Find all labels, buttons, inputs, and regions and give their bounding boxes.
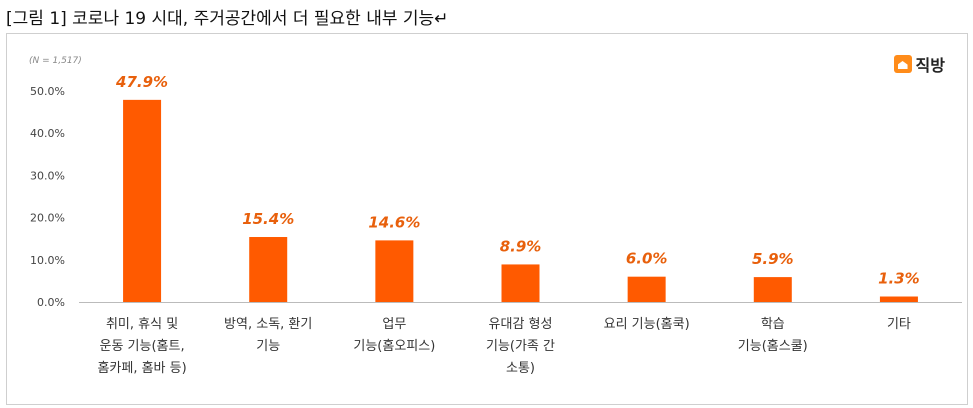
data-label: 15.4% — [242, 210, 294, 228]
category-label: 방역, 소독, 환기 기능 — [224, 317, 313, 354]
data-label: 6.0% — [626, 250, 668, 268]
y-tick-label: 0.0% — [37, 296, 65, 309]
y-tick-label: 10.0% — [30, 254, 65, 267]
y-tick-label: 40.0% — [30, 127, 65, 140]
house-icon — [893, 55, 912, 73]
bar — [753, 277, 792, 302]
bar-chart: 0.0% 10.0% 20.0% 30.0% 40.0% 50.0% 47.9% 15.4% 1… — [30, 73, 962, 309]
category-label: 유대감 형성 기능(가족 간 소통) — [485, 317, 555, 376]
data-label: 47.9% — [115, 73, 168, 91]
data-label: 1.3% — [878, 270, 920, 288]
category-label: 요리 기능(홈쿡) — [603, 317, 690, 332]
category-label: 기타 — [886, 317, 911, 332]
chart-frame: (N = 1,517) 직방 0.0% 10.0% 20.0% 30.0% 40.0% 5… — [6, 33, 968, 405]
data-label: 8.9% — [500, 237, 542, 255]
bar — [501, 264, 540, 302]
bar — [879, 296, 918, 302]
bar — [375, 240, 414, 302]
y-tick-label: 30.0% — [30, 169, 65, 182]
bar — [249, 237, 288, 302]
data-label: 5.9% — [752, 250, 794, 268]
bar — [123, 99, 162, 302]
y-tick-label: 50.0% — [30, 85, 65, 98]
category-label: 취미, 휴식 및 운동 기능(홈트, 홈카페, 홈바 등) — [97, 317, 187, 376]
figure-title: [그림 1] 코로나 19 시대, 주거공간에서 더 필요한 내부 기능↵ — [6, 9, 449, 29]
bar — [627, 276, 666, 302]
brand-logo: 직방 — [893, 52, 945, 76]
y-tick-label: 20.0% — [30, 212, 65, 225]
sample-size-note: (N = 1,517) — [29, 56, 82, 66]
category-label: 학습 기능(홈스쿨) — [737, 317, 808, 354]
data-label: 14.6% — [368, 213, 420, 231]
category-label: 업무 기능(홈오피스) — [353, 317, 436, 354]
brand-text: 직방 — [915, 56, 945, 75]
